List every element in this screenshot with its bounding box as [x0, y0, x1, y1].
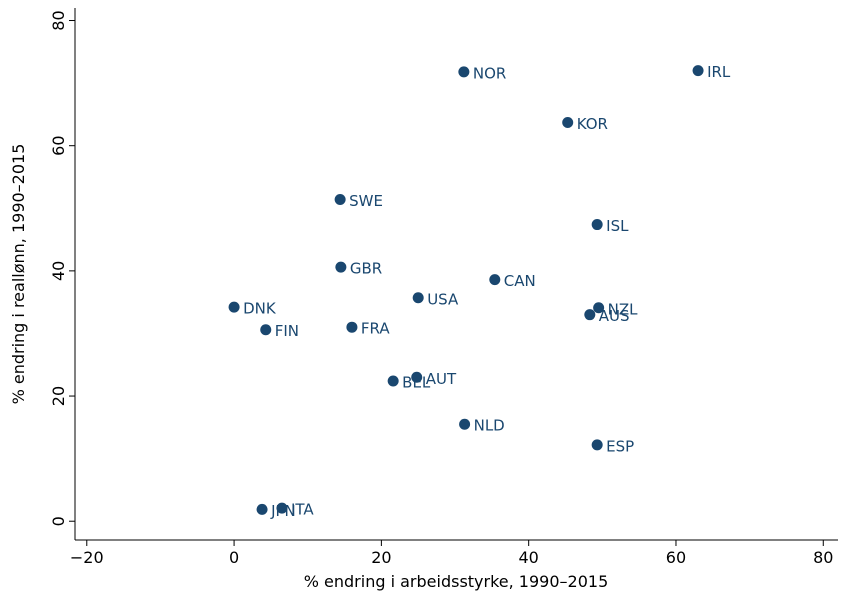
point: [256, 503, 268, 515]
point: [412, 292, 424, 304]
point: [411, 371, 423, 383]
point: [489, 274, 501, 286]
point: [458, 66, 470, 78]
point-label: ISL: [606, 217, 629, 235]
point-label: SWE: [349, 192, 383, 210]
point-label: FRA: [361, 320, 390, 338]
point-label: FIN: [275, 322, 299, 340]
point: [591, 219, 603, 231]
y-axis-label: % endring i reallønn, 1990–2015: [9, 144, 28, 405]
point: [334, 194, 346, 206]
point-label: AUT: [426, 370, 457, 388]
x-tick-label: 20: [371, 548, 391, 567]
point: [459, 418, 471, 430]
point: [593, 302, 605, 314]
point: [692, 65, 704, 77]
point: [335, 261, 347, 273]
y-tick-label: 60: [49, 136, 68, 156]
point-label: CAN: [504, 272, 536, 290]
point-label: ESP: [606, 437, 634, 455]
point: [584, 309, 596, 321]
point: [260, 324, 272, 336]
x-axis-label: % endring i arbeidsstyrke, 1990–2015: [304, 572, 609, 591]
point-label: DNK: [243, 300, 277, 318]
point: [276, 502, 288, 514]
y-tick-label: 40: [49, 261, 68, 281]
x-tick-label: 60: [666, 548, 686, 567]
point-label: NLD: [474, 417, 505, 435]
point-label: AUS: [599, 307, 630, 325]
x-tick-label: 40: [518, 548, 538, 567]
point-label: ITA: [291, 501, 314, 519]
point-label: NZL: [608, 300, 638, 318]
point-label: USA: [427, 290, 459, 308]
point-label: GBR: [350, 260, 382, 278]
point: [591, 439, 603, 451]
y-tick-label: 20: [49, 386, 68, 406]
x-tick-label: −20: [70, 548, 104, 567]
y-tick-label: 80: [49, 10, 68, 30]
point: [387, 375, 399, 387]
point: [346, 321, 358, 333]
point-label: BEL: [402, 374, 431, 392]
point: [228, 301, 240, 313]
point-label: NOR: [473, 64, 506, 82]
y-tick-label: 0: [49, 516, 68, 526]
point-label: IRL: [707, 63, 731, 81]
point: [562, 117, 574, 129]
x-tick-label: 0: [229, 548, 239, 567]
x-tick-label: 80: [813, 548, 833, 567]
point-label: KOR: [577, 115, 608, 133]
